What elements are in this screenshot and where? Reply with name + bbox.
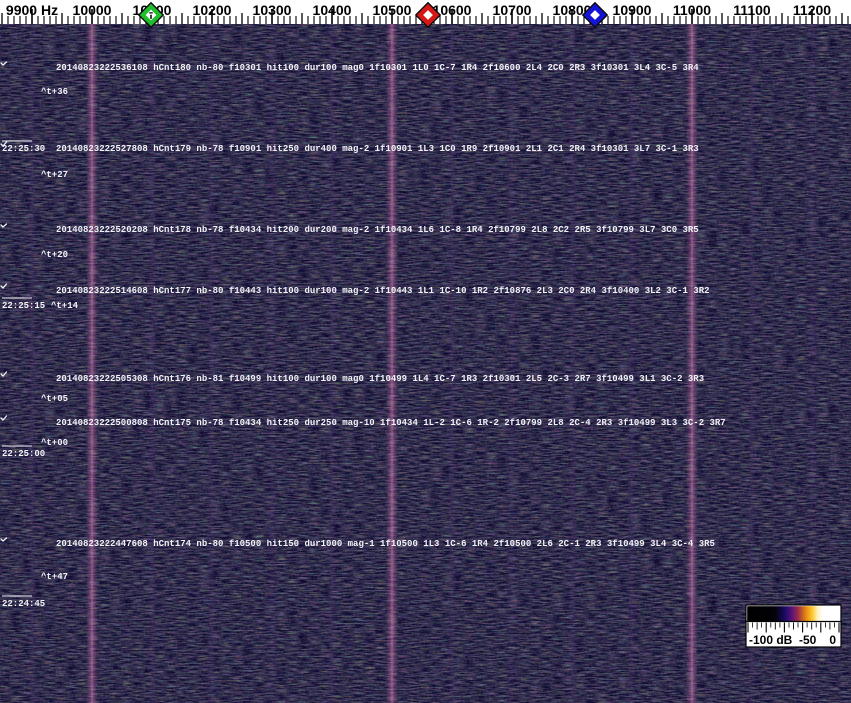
svg-text:11000: 11000 (673, 2, 711, 18)
svg-text:22:25:00: 22:25:00 (2, 449, 45, 459)
svg-text:10200: 10200 (193, 2, 232, 18)
svg-text:20140823222514608 hCnt177 nb-8: 20140823222514608 hCnt177 nb-80 f10443 h… (56, 286, 710, 296)
svg-text:11200: 11200 (793, 2, 831, 18)
svg-text:10700: 10700 (493, 2, 532, 18)
svg-text:^t+36: ^t+36 (41, 87, 68, 97)
svg-text:^t+00: ^t+00 (41, 438, 68, 448)
svg-text:10900: 10900 (613, 2, 652, 18)
svg-text:0: 0 (829, 633, 836, 647)
svg-text:22:25:30: 22:25:30 (2, 144, 45, 154)
svg-text:20140823222527808 hCnt179 nb-7: 20140823222527808 hCnt179 nb-78 f10901 h… (56, 144, 699, 154)
svg-text:-100 dB: -100 dB (749, 633, 793, 647)
svg-text:10000: 10000 (73, 2, 112, 18)
svg-text:10400: 10400 (313, 2, 352, 18)
svg-text:11100: 11100 (733, 2, 771, 18)
svg-text:20140823222500808 hCnt175 nb-7: 20140823222500808 hCnt175 nb-78 f10434 h… (56, 418, 726, 428)
svg-text:^t+20: ^t+20 (41, 250, 68, 260)
svg-text:9900 Hz: 9900 Hz (6, 2, 58, 18)
svg-text:10500: 10500 (373, 2, 412, 18)
svg-text:22:25:15: 22:25:15 (2, 301, 45, 311)
svg-text:20140823222505308 hCnt176 nb-8: 20140823222505308 hCnt176 nb-81 f10499 h… (56, 374, 704, 384)
svg-text:^t+14: ^t+14 (51, 301, 79, 311)
svg-text:^t+05: ^t+05 (41, 394, 68, 404)
svg-text:20140823222536108 hCnt180 nb-8: 20140823222536108 hCnt180 nb-80 f10301 h… (56, 63, 699, 73)
svg-text:10300: 10300 (253, 2, 292, 18)
svg-text:^t+27: ^t+27 (41, 170, 68, 180)
svg-text:20140823222520208 hCnt178 nb-7: 20140823222520208 hCnt178 nb-78 f10434 h… (56, 225, 699, 235)
svg-text:-50: -50 (799, 633, 817, 647)
svg-text:^t+47: ^t+47 (41, 572, 68, 582)
svg-text:22:24:45: 22:24:45 (2, 599, 45, 609)
svg-text:20140823222447608 hCnt174 nb-8: 20140823222447608 hCnt174 nb-80 f10500 h… (56, 539, 715, 549)
